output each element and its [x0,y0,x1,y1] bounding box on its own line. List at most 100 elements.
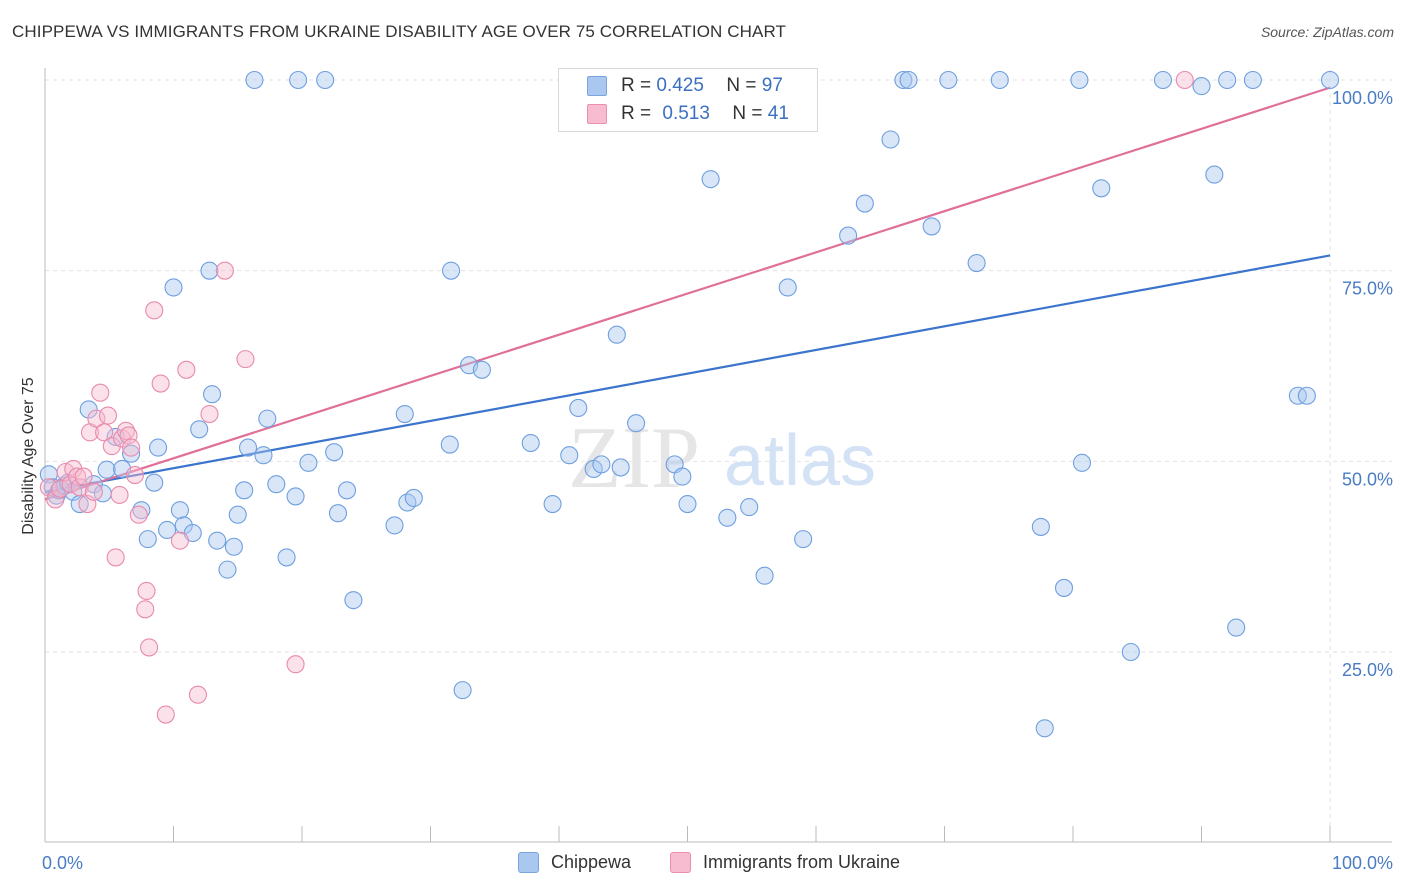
data-point [1121,642,1140,662]
data-point [627,414,646,433]
trend-line-chippewa [44,254,1331,493]
data-point [607,325,626,344]
bottom-legend: Chippewa Immigrants from Ukraine [0,852,1406,878]
data-point [325,443,344,462]
data-point [1092,179,1111,198]
data-point [200,261,219,280]
y-tick-label: 50.0% [1342,469,1393,489]
legend-n-value: 97 [761,75,783,96]
data-point [1153,70,1172,90]
data-point [755,566,774,585]
data-point [990,70,1009,90]
data-point [316,70,335,90]
data-point [718,508,737,527]
data-point [125,466,144,485]
data-point [611,458,630,477]
legend: R = 0.425 N = 97 R = 0.513 N = 41 [558,68,818,132]
data-point [95,423,114,442]
legend-r-value: 0.425 [656,75,704,96]
data-point [245,70,264,90]
data-point [286,655,305,674]
y-tick-label: 25.0% [1342,660,1393,680]
data-point [145,301,164,320]
data-point [299,453,318,472]
trend-line-ukraine [44,86,1331,501]
data-point [395,404,414,424]
legend-row-chippewa: R = 0.425 N = 97 [587,73,783,99]
bottom-legend-chippewa: Chippewa [518,852,631,873]
data-point [122,444,141,463]
data-point [701,170,720,189]
data-point [106,548,125,567]
watermark-atlas: atlas [724,421,876,501]
bottom-legend-label-chippewa: Chippewa [551,852,632,872]
data-point [289,70,308,90]
legend-r-label: R = [621,103,652,124]
y-axis-label: Disability Age Over 75 [20,377,37,535]
data-point [740,498,759,517]
data-point [855,194,874,213]
data-point [254,446,273,465]
data-point [344,591,363,610]
tick-labels: 25.0% 50.0% 75.0% 100.0% 0.0% 100.0% [42,88,1393,873]
data-point [129,505,148,524]
chart-title: CHIPPEWA VS IMMIGRANTS FROM UKRAINE DISA… [12,22,787,41]
data-point [1070,70,1089,90]
data-point [98,406,118,425]
data-point [190,420,209,439]
data-point [385,516,404,535]
data-point [138,530,157,549]
data-point [110,485,129,504]
data-point [1205,165,1224,184]
x-tick-label: 0.0% [42,853,83,873]
data-point [337,481,357,500]
data-point [1175,70,1194,90]
data-point [151,374,170,393]
data-point [200,404,219,424]
data-point [84,482,103,501]
data-point [778,278,797,297]
bottom-legend-label-ukraine: Immigrants from Ukraine [703,852,901,872]
data-point [170,501,189,520]
data-point [453,681,472,700]
data-point [328,504,348,523]
data-point [188,685,207,704]
data-point [1227,618,1246,637]
data-point [208,531,227,550]
data-point [1031,517,1050,536]
data-point [881,130,900,149]
data-point [74,467,93,486]
data-point [673,467,692,486]
data-point [592,455,611,474]
data-point [149,438,168,457]
watermark: ZIP atlas [568,410,876,507]
data-point [1243,70,1262,90]
data-point [440,435,459,454]
data-point [569,398,588,417]
data-point [164,278,183,297]
data-point [277,548,296,567]
legend-n-label: N = [732,103,763,124]
watermark-zip: ZIP [568,410,700,507]
data-point [442,261,461,280]
data-point [203,385,222,404]
data-point [137,581,156,601]
data-point [236,350,255,369]
data-points [39,70,1340,738]
data-point [102,437,121,456]
data-point [678,494,697,514]
bottom-legend-swatch-ukraine [670,852,691,873]
data-point [235,481,254,500]
data-point [170,531,189,550]
data-point [158,520,177,540]
data-point [258,409,277,428]
chart-source: Source: ZipAtlas.com [1260,24,1394,40]
y-tick-label: 75.0% [1342,279,1393,299]
data-point [122,438,141,457]
data-point [1320,70,1340,90]
data-point [1297,386,1316,405]
data-point [87,409,106,428]
data-point [97,460,116,479]
axes [44,68,1392,843]
